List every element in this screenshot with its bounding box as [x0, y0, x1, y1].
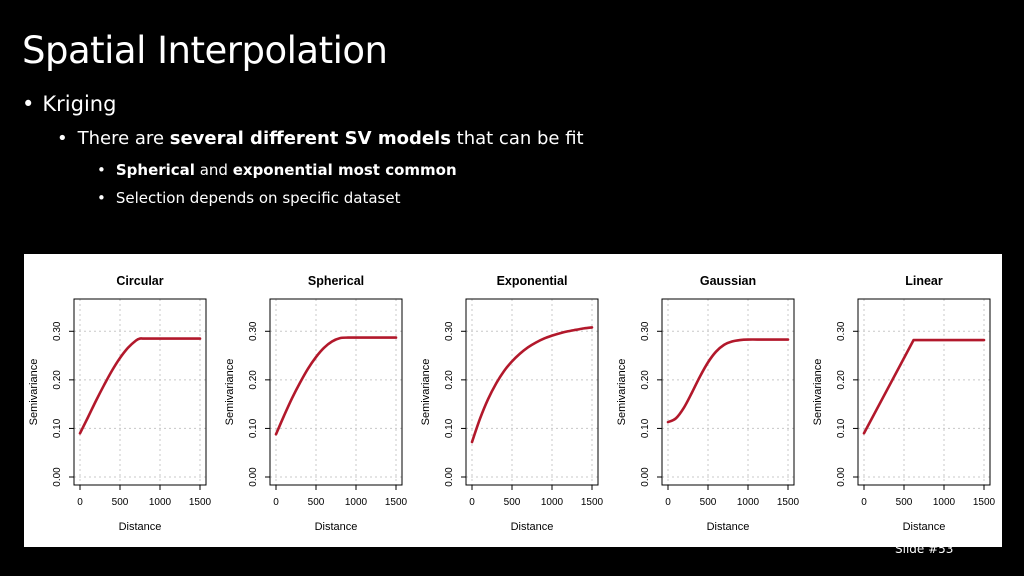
circular-chart-title: Circular: [116, 274, 163, 288]
bullet-and: and: [194, 161, 233, 179]
gaussian-y-axis-label: Semivariance: [616, 359, 628, 426]
spherical-y-tick-label: 0.00: [248, 467, 259, 487]
bullet-selection: • Selection depends on specific dataset: [97, 189, 400, 207]
spherical-y-tick-label: 0.20: [248, 370, 259, 390]
bullet-dot: •: [97, 161, 106, 179]
exponential-x-tick-label: 0: [469, 497, 475, 508]
exponential-y-tick-label: 0.20: [444, 370, 455, 390]
bullet-common-models: • Spherical and exponential most common: [97, 161, 457, 179]
bullet-dot: •: [57, 128, 68, 149]
spherical-x-tick-label: 500: [308, 497, 325, 508]
spherical-x-tick-label: 1000: [345, 497, 368, 508]
gaussian-y-tick-label: 0.20: [640, 370, 651, 390]
exponential-y-tick-label: 0.10: [444, 418, 455, 438]
linear-x-tick-label: 1500: [973, 497, 996, 508]
exponential-y-tick-label: 0.00: [444, 467, 455, 487]
gaussian-x-tick-label: 500: [700, 497, 717, 508]
circular-plot-box: [73, 298, 207, 486]
bullet-kriging: • Kriging: [22, 92, 116, 116]
bullet-exponential-bold: exponential most common: [232, 161, 457, 179]
circular-x-tick-label: 500: [112, 497, 129, 508]
bullet-dot: •: [22, 92, 35, 116]
linear-y-tick-label: 0.20: [836, 370, 847, 390]
gaussian-chart-title: Gaussian: [700, 274, 756, 288]
slide-title: Spatial Interpolation: [22, 29, 388, 72]
circular-y-tick-label: 0.20: [52, 370, 63, 390]
circular-x-tick-label: 1000: [149, 497, 172, 508]
spherical-y-axis-label: Semivariance: [224, 359, 236, 426]
exponential-curve: [470, 326, 594, 444]
slide-number: Slide #53: [895, 542, 954, 556]
gaussian-x-tick-label: 1000: [737, 497, 760, 508]
bullet-sv-models: • There are several different SV models t…: [57, 128, 584, 149]
gaussian-plot-box: [661, 298, 795, 486]
semivariogram-figure: 0 500 1000 1500 0.00 0.10 0.20 0.30 Circular Dist…: [24, 254, 1002, 547]
circular-y-axis-label: Semivariance: [28, 359, 40, 426]
exponential-plot-box: [465, 298, 599, 486]
semivariogram-charts: 0 500 1000 1500 0.00 0.10 0.20 0.30 Circular Dist…: [28, 274, 996, 533]
spherical-x-axis-label: Distance: [315, 521, 358, 533]
linear-y-tick-label: 0.30: [836, 321, 847, 341]
spherical-y-tick-label: 0.30: [248, 321, 259, 341]
circular-y-tick-label: 0.10: [52, 418, 63, 438]
linear-y-tick-label: 0.10: [836, 418, 847, 438]
linear-y-axis-label: Semivariance: [812, 359, 824, 426]
linear-curve: [862, 338, 986, 435]
gaussian-curve: [666, 338, 790, 424]
gaussian-x-tick-label: 1500: [777, 497, 800, 508]
circular-y-tick-label: 0.00: [52, 467, 63, 487]
gaussian-x-tick-label: 0: [665, 497, 671, 508]
bullet-sv-pre: There are: [77, 128, 170, 149]
circular-y-tick-label: 0.30: [52, 321, 63, 341]
circular-x-axis-label: Distance: [119, 521, 162, 533]
exponential-chart-title: Exponential: [497, 274, 568, 288]
linear-y-tick-label: 0.00: [836, 467, 847, 487]
spherical-curve: [274, 336, 398, 436]
linear-chart-title: Linear: [905, 274, 943, 288]
bullet-dot: •: [97, 189, 106, 207]
exponential-x-tick-label: 1500: [581, 497, 604, 508]
spherical-x-tick-label: 0: [273, 497, 279, 508]
circular-curve: [78, 337, 202, 435]
linear-x-tick-label: 500: [896, 497, 913, 508]
gaussian-y-tick-label: 0.10: [640, 418, 651, 438]
bullet-kriging-text: Kriging: [42, 92, 117, 116]
gaussian-y-tick-label: 0.00: [640, 467, 651, 487]
gaussian-y-tick-label: 0.30: [640, 321, 651, 341]
spherical-chart-title: Spherical: [308, 274, 364, 288]
spherical-y-tick-label: 0.10: [248, 418, 259, 438]
spherical-plot-box: [269, 298, 403, 486]
exponential-x-tick-label: 1000: [541, 497, 564, 508]
circular-x-tick-label: 0: [77, 497, 83, 508]
exponential-y-tick-label: 0.30: [444, 321, 455, 341]
exponential-x-tick-label: 500: [504, 497, 521, 508]
exponential-x-axis-label: Distance: [511, 521, 554, 533]
gaussian-x-axis-label: Distance: [707, 521, 750, 533]
bullet-sv-post: that can be fit: [450, 128, 584, 149]
bullet-sv-bold: several different SV models: [169, 128, 451, 149]
linear-plot-box: [857, 298, 991, 486]
linear-x-axis-label: Distance: [903, 521, 946, 533]
spherical-x-tick-label: 1500: [385, 497, 408, 508]
circular-x-tick-label: 1500: [189, 497, 212, 508]
exponential-y-axis-label: Semivariance: [420, 359, 432, 426]
linear-x-tick-label: 0: [861, 497, 867, 508]
bullet-spherical-bold: Spherical: [115, 161, 195, 179]
linear-x-tick-label: 1000: [933, 497, 956, 508]
bullet-selection-text: Selection depends on specific dataset: [115, 189, 401, 207]
